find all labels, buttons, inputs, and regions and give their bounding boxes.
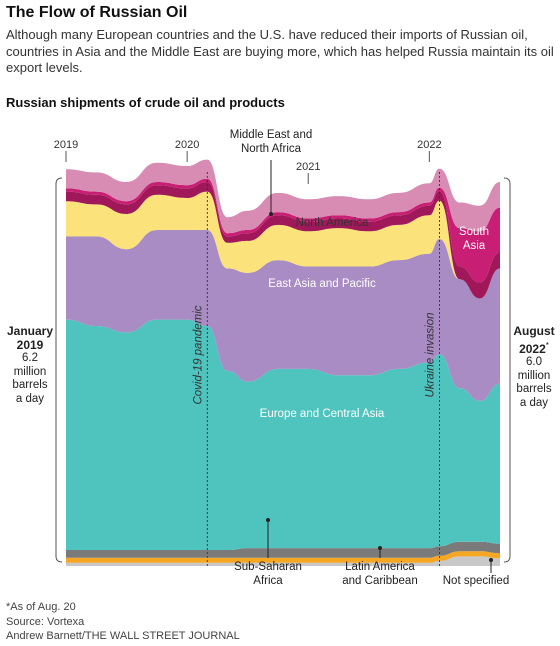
dek-paragraph: Although many European countries and the… xyxy=(6,27,554,75)
year-tick-2022: 2022 xyxy=(417,139,441,151)
series-label-not_specified: Not specified xyxy=(443,575,509,587)
year-tick-2019: 2019 xyxy=(54,139,78,151)
event-label-1: Ukraine invasion xyxy=(424,312,436,397)
headline: The Flow of Russian Oil xyxy=(6,4,188,21)
chart-title: Russian shipments of crude oil and produ… xyxy=(6,95,285,110)
start-unit-1: million xyxy=(13,365,47,378)
footnote-credit: Andrew Barnett/THE WALL STREET JOURNAL xyxy=(6,630,240,642)
area-north-america xyxy=(66,191,500,299)
series-label-sub_saharan-1: Sub-Saharan xyxy=(234,561,302,573)
end-unit-2: barrels xyxy=(516,383,552,395)
start-label: January 2019 6.2 million barrels a day xyxy=(2,324,58,406)
start-month: January xyxy=(6,324,54,338)
latin-america-dot xyxy=(378,546,382,550)
area-east-asia xyxy=(66,230,500,401)
footnote-note: *As of Aug. 20 xyxy=(6,601,76,613)
series-label-east_asia: East Asia and Pacific xyxy=(268,278,376,290)
middle-east-dot xyxy=(269,212,273,216)
end-unit-3: a day xyxy=(519,396,549,409)
series-label-south_asia-2: Asia xyxy=(463,240,486,252)
left-bracket xyxy=(55,177,63,563)
start-unit-3: a day xyxy=(15,392,45,405)
end-label: August 2022* 6.0 million barrels a day xyxy=(508,324,560,410)
not-specified-dot xyxy=(489,558,493,562)
series-label-latin_america-1: Latin America xyxy=(345,561,415,573)
end-year: 2022 xyxy=(519,341,546,356)
area-not-specified xyxy=(66,556,500,566)
right-bracket xyxy=(503,177,511,563)
series-label-europe: Europe and Central Asia xyxy=(260,408,385,420)
start-value: 6.2 xyxy=(22,352,38,364)
footnote-source: Source: Vortexa xyxy=(6,615,85,628)
series-label-middle_east-1: Middle East and xyxy=(230,129,312,141)
sub-saharan-dot xyxy=(266,518,270,522)
end-unit-1: million xyxy=(517,369,551,382)
year-tick-2021: 2021 xyxy=(296,161,320,173)
series-label-south_asia-1: South xyxy=(459,226,489,238)
end-value: 6.0 xyxy=(526,356,542,368)
series-label-middle_east-2: North Africa xyxy=(241,143,302,155)
chart-overlays: 2019 2020 2021 2022 Covid-19 pandemic Ukraine… xyxy=(54,129,511,587)
area-latin-america xyxy=(66,551,500,563)
series-label-sub_saharan-2: Africa xyxy=(253,575,283,587)
area-sub-saharan xyxy=(66,541,500,558)
series-label-north_america: North America xyxy=(296,217,369,229)
end-year-footnote-mark: * xyxy=(545,340,549,350)
end-month: August xyxy=(513,324,555,338)
end-year-line: 2022* xyxy=(508,339,560,357)
year-tick-2020: 2020 xyxy=(175,139,199,151)
start-unit-2: barrels xyxy=(12,379,48,391)
event-label-0: Covid-19 pandemic xyxy=(192,305,204,404)
series-label-latin_america-2: and Caribbean xyxy=(342,575,417,587)
area-europe xyxy=(66,319,500,550)
area-layers xyxy=(66,159,500,566)
footnote: *As of Aug. 20 Source: Vortexa Andrew Ba… xyxy=(6,600,240,644)
start-year: 2019 xyxy=(16,337,44,352)
area-top-pink xyxy=(66,159,500,234)
